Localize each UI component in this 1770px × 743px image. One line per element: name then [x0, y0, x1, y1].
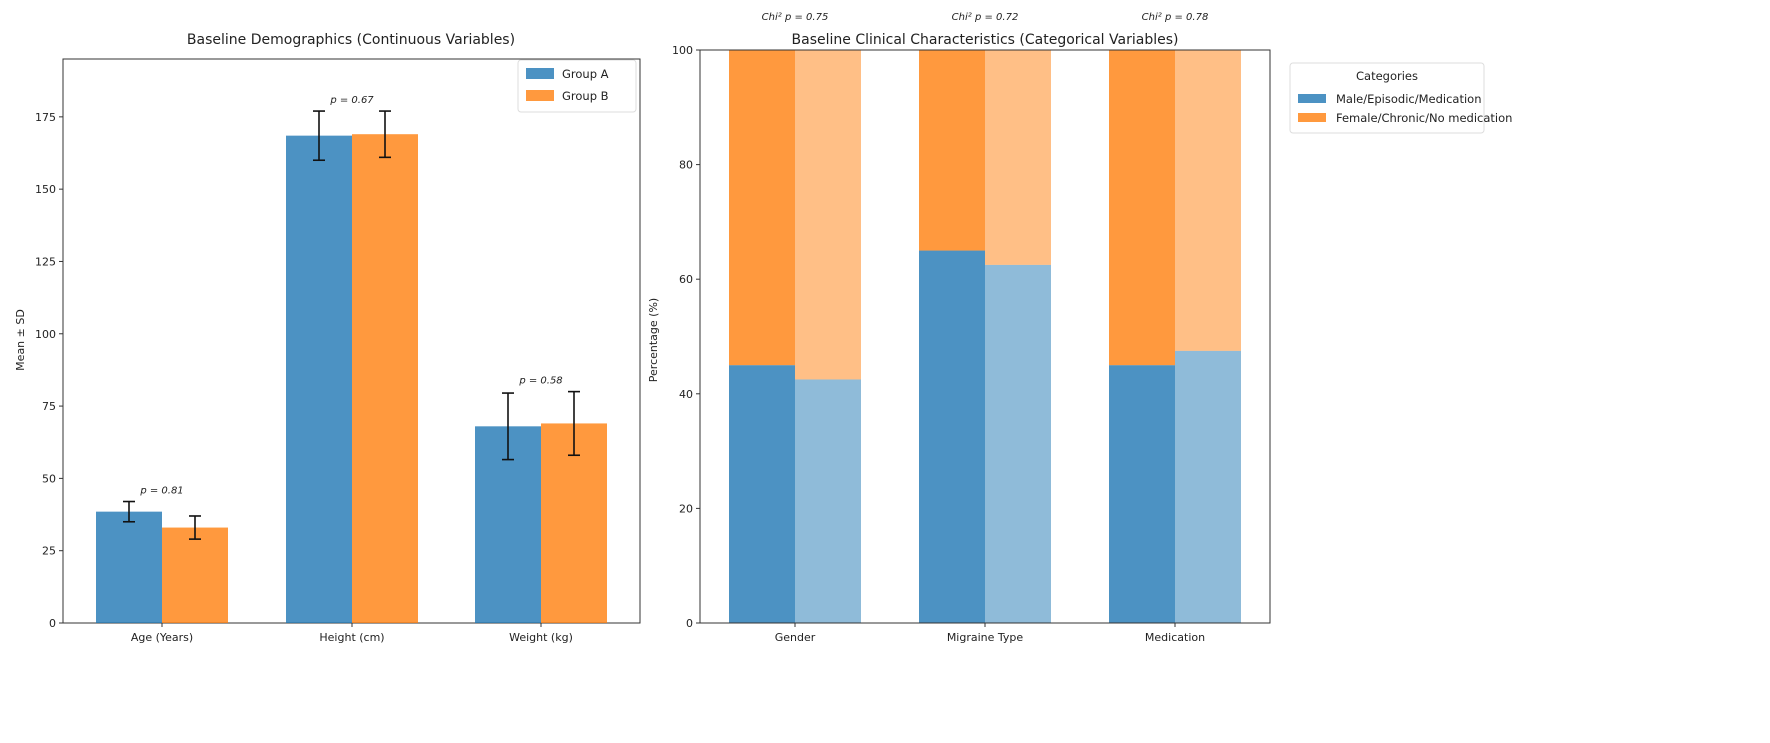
p-value-annotation: p = 0.58 [518, 376, 562, 387]
y-tick-label: 100 [35, 328, 56, 341]
legend-swatch-group-b [526, 90, 554, 101]
left-y-axis-label: Mean ± SD [14, 309, 27, 371]
bar-group-b [162, 527, 228, 623]
chi-square-p-value-annotation: Chi² p = 0.78 [1142, 12, 1209, 23]
stacked-bar-female-chronic-no-medication-group-a [1109, 50, 1175, 366]
y-tick-label: 100 [672, 44, 693, 57]
right-chart-title: Baseline Clinical Characteristics (Categ… [792, 32, 1179, 48]
stacked-bar-male-episodic-medication-group-a [729, 365, 795, 623]
stacked-bar-female-chronic-no-medication-group-a [919, 50, 985, 251]
y-tick-label: 175 [35, 111, 56, 124]
legend-label-female: Female/Chronic/No medication [1336, 111, 1512, 125]
bar-group-a [96, 511, 162, 623]
legend-swatch-female [1298, 113, 1326, 122]
y-tick-label: 60 [679, 273, 693, 286]
bar-group-a [286, 135, 352, 623]
left-legend: Group A Group B [517, 59, 637, 113]
p-value-annotation: p = 0.67 [329, 95, 374, 106]
x-tick-label: Age (Years) [131, 631, 193, 644]
legend-label-group-a: Group A [562, 67, 609, 81]
stacked-bar-male-episodic-medication-group-a [1109, 365, 1175, 623]
x-tick-label: Gender [775, 631, 816, 644]
y-tick-label: 80 [679, 159, 693, 172]
stacked-bar-female-chronic-no-medication-group-b [985, 50, 1051, 265]
legend-swatch-group-a [526, 68, 554, 79]
legend-swatch-male [1298, 94, 1326, 103]
y-tick-label: 25 [42, 545, 56, 558]
right-plot-frame [699, 49, 1271, 624]
y-tick-label: 40 [679, 388, 693, 401]
bar-group-b [541, 423, 607, 623]
right-y-axis-label: Percentage (%) [647, 298, 660, 382]
stacked-bar-female-chronic-no-medication-group-b [1175, 50, 1241, 351]
y-tick-label: 150 [35, 183, 56, 196]
chi-square-p-value-annotation: Chi² p = 0.72 [952, 12, 1019, 23]
p-value-annotation: p = 0.81 [139, 486, 183, 497]
y-tick-label: 125 [35, 255, 56, 268]
right-legend: Categories Male/Episodic/Medication Fema… [1289, 62, 1512, 134]
x-tick-label: Migraine Type [947, 631, 1024, 644]
y-tick-label: 20 [679, 502, 693, 515]
y-tick-label: 75 [42, 400, 56, 413]
stacked-bar-female-chronic-no-medication-group-b [795, 50, 861, 380]
legend-label-group-b: Group B [562, 89, 609, 103]
stacked-bar-male-episodic-medication-group-a [919, 250, 985, 624]
stacked-bar-male-episodic-medication-group-b [985, 264, 1051, 623]
y-tick-label: 50 [42, 472, 56, 485]
stacked-bar-male-episodic-medication-group-b [1175, 350, 1241, 623]
x-tick-label: Height (cm) [319, 631, 384, 644]
stacked-bar-female-chronic-no-medication-group-a [729, 50, 795, 366]
x-tick-label: Medication [1145, 631, 1205, 644]
stacked-bar-male-episodic-medication-group-b [795, 379, 861, 623]
chi-square-p-value-annotation: Chi² p = 0.75 [762, 12, 829, 23]
x-tick-label: Weight (kg) [509, 631, 573, 644]
y-tick-label: 0 [49, 617, 56, 630]
left-chart-title: Baseline Demographics (Continuous Variab… [187, 32, 515, 48]
y-tick-label: 0 [686, 617, 693, 630]
bar-group-b [352, 134, 418, 623]
legend-label-male: Male/Episodic/Medication [1336, 92, 1482, 106]
legend-title: Categories [1356, 69, 1418, 83]
